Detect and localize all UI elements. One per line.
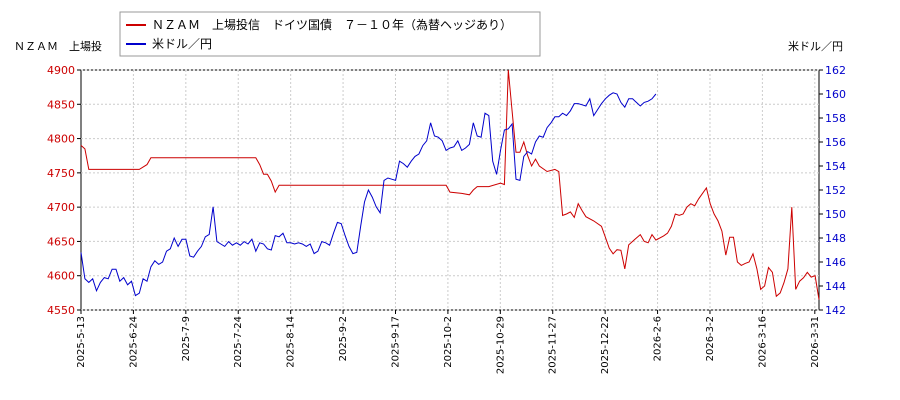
left-axis-title: ＮＺＡＭ 上場投: [14, 39, 102, 53]
x-axis-ticks: 2025-5-13 2025-6-24 2025-7-9 2025-7-24 2025-…: [76, 310, 821, 374]
x-tick-label: 2025-6-24: [128, 316, 139, 368]
left-tick-label: 4550: [47, 304, 75, 317]
right-tick-label: 150: [825, 208, 846, 221]
left-tick-label: 4650: [47, 235, 75, 248]
left-tick-label: 4600: [47, 270, 75, 283]
right-tick-label: 158: [825, 112, 846, 125]
right-tick-label: 152: [825, 184, 846, 197]
x-tick-label: 2026-2-6: [653, 316, 664, 361]
x-tick-label: 2026-3-2: [705, 316, 716, 361]
plot-area: [80, 69, 820, 311]
right-tick-label: 146: [825, 256, 846, 269]
left-tick-label: 4850: [47, 98, 75, 111]
left-tick-label: 4700: [47, 201, 75, 214]
legend-box: [119, 11, 541, 57]
left-tick-label: 4800: [47, 133, 75, 146]
x-tick-label: 2025-10-2: [443, 316, 454, 368]
x-tick-label: 2025-8-14: [286, 316, 297, 368]
x-tick-label: 2025-9-2: [338, 316, 349, 361]
left-tick-label: 4900: [47, 64, 75, 77]
legend-label-series-2: 米ドル／円: [152, 37, 212, 51]
legend-label-series-1: ＮＺＡＭ 上場投信 ドイツ国債 ７－１０年（為替ヘッジあり）: [152, 17, 512, 32]
right-tick-label: 142: [825, 304, 846, 317]
x-tick-label: 2025-9-17: [390, 316, 401, 368]
right-axis-title: 米ドル／円: [788, 40, 843, 53]
right-tick-label: 156: [825, 136, 846, 149]
legend: ＮＺＡＭ 上場投信 ドイツ国債 ７－１０年（為替ヘッジあり） 米ドル／円: [119, 11, 541, 57]
right-tick-label: 160: [825, 88, 846, 101]
series-line-2: [80, 92, 657, 297]
right-tick-label: 148: [825, 232, 846, 245]
right-axis-ticks: 142 144 146 148 150 152 154 156 158 160 162: [819, 64, 846, 317]
series-layer: [80, 69, 820, 300]
right-tick-label: 162: [825, 64, 846, 77]
x-tick-label: 2025-10-29: [495, 316, 506, 374]
x-tick-label: 2026-3-31: [810, 316, 821, 368]
grid: [81, 69, 819, 311]
right-tick-label: 154: [825, 160, 846, 173]
x-tick-label: 2025-7-9: [181, 316, 192, 361]
left-tick-label: 4750: [47, 167, 75, 180]
right-tick-label: 144: [825, 280, 846, 293]
plot-frame: [80, 69, 820, 311]
x-tick-label: 2025-12-22: [600, 316, 611, 374]
series-line-1: [80, 69, 820, 300]
x-tick-label: 2025-11-27: [548, 316, 559, 374]
left-axis-ticks: 4550 4600 4650 4700 4750 4800 4850 4900: [47, 64, 81, 317]
x-tick-label: 2025-5-13: [76, 316, 87, 368]
x-tick-label: 2026-3-16: [757, 316, 768, 368]
x-tick-label: 2025-7-24: [233, 316, 244, 368]
